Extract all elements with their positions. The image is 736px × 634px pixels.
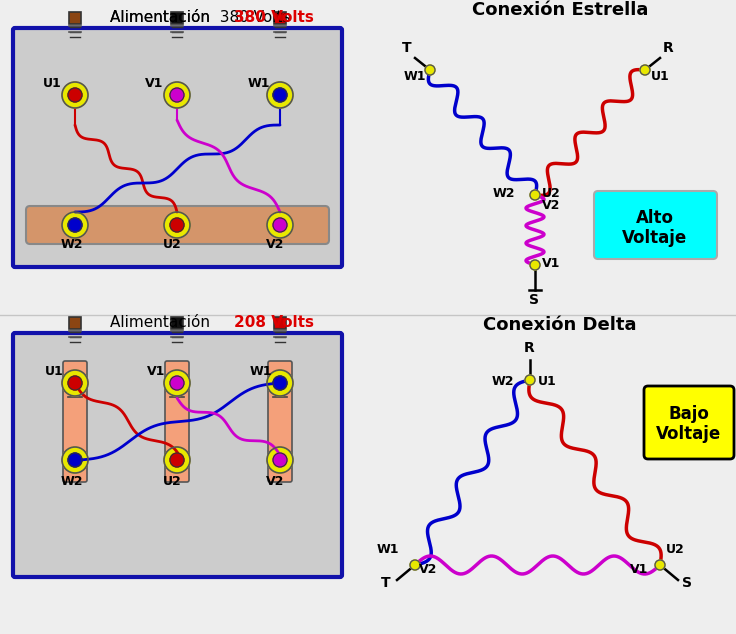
Text: R: R [663,41,673,55]
Circle shape [410,560,420,570]
Circle shape [655,560,665,570]
Circle shape [170,218,184,232]
FancyBboxPatch shape [644,386,734,459]
FancyBboxPatch shape [268,361,292,482]
FancyBboxPatch shape [165,361,189,482]
Text: Conexión Estrella: Conexión Estrella [472,1,648,19]
Circle shape [68,88,82,102]
Text: U2: U2 [542,187,561,200]
Text: W1: W1 [404,70,426,83]
Text: S: S [529,293,539,307]
Bar [171,12,183,24]
Text: V1: V1 [630,563,648,576]
Text: W2: W2 [61,238,83,251]
Circle shape [273,218,287,232]
Text: 380 Volts: 380 Volts [234,10,314,25]
FancyBboxPatch shape [594,191,717,259]
Text: U1: U1 [538,375,556,388]
Text: W2: W2 [61,475,83,488]
Bar [69,12,81,24]
Circle shape [267,82,293,108]
Circle shape [68,218,82,232]
Circle shape [62,82,88,108]
Circle shape [273,376,287,390]
FancyBboxPatch shape [26,206,329,244]
Text: V2: V2 [542,199,560,212]
Text: U2: U2 [666,543,684,556]
Text: Bajo
Voltaje: Bajo Voltaje [657,404,721,443]
Circle shape [170,88,184,102]
FancyBboxPatch shape [63,361,87,482]
Text: T: T [402,41,411,55]
Text: V1: V1 [542,257,560,270]
Circle shape [62,447,88,473]
Text: U1: U1 [43,77,62,90]
Circle shape [170,376,184,390]
Bar [69,317,81,329]
Text: Alto
Voltaje: Alto Voltaje [623,209,687,247]
Circle shape [62,370,88,396]
Text: Alimentación: Alimentación [110,315,220,330]
Circle shape [267,370,293,396]
Text: S: S [682,576,692,590]
Bar [171,317,183,329]
Circle shape [530,260,540,270]
Circle shape [273,88,287,102]
Circle shape [267,212,293,238]
Circle shape [425,65,435,75]
Circle shape [640,65,650,75]
FancyBboxPatch shape [13,28,342,267]
Circle shape [530,190,540,200]
Bar [274,317,286,329]
Text: Alimentación  380 Volts: Alimentación 380 Volts [110,10,291,25]
Circle shape [68,376,82,390]
Circle shape [62,212,88,238]
Text: 208 Volts: 208 Volts [234,315,314,330]
Text: V2: V2 [266,475,284,488]
Circle shape [267,447,293,473]
Text: U1: U1 [45,365,64,378]
Text: V2: V2 [419,563,437,576]
Text: V1: V1 [145,77,163,90]
Bar [274,12,286,24]
Text: W1: W1 [248,77,271,90]
Text: W1: W1 [377,543,400,556]
Circle shape [164,212,190,238]
Text: Alimentación: Alimentación [110,10,220,25]
Text: W2: W2 [493,187,515,200]
Text: W1: W1 [250,365,272,378]
Text: T: T [381,576,391,590]
Circle shape [525,375,535,385]
Circle shape [164,370,190,396]
Text: V2: V2 [266,238,284,251]
Text: U1: U1 [651,70,670,83]
Circle shape [164,447,190,473]
Text: U2: U2 [163,238,182,251]
Text: W2: W2 [492,375,514,388]
Text: Conexión Delta: Conexión Delta [484,316,637,334]
Text: V1: V1 [147,365,166,378]
Circle shape [273,453,287,467]
Text: U2: U2 [163,475,182,488]
Text: R: R [524,341,535,355]
FancyBboxPatch shape [13,333,342,577]
Circle shape [164,82,190,108]
Circle shape [170,453,184,467]
Circle shape [68,453,82,467]
